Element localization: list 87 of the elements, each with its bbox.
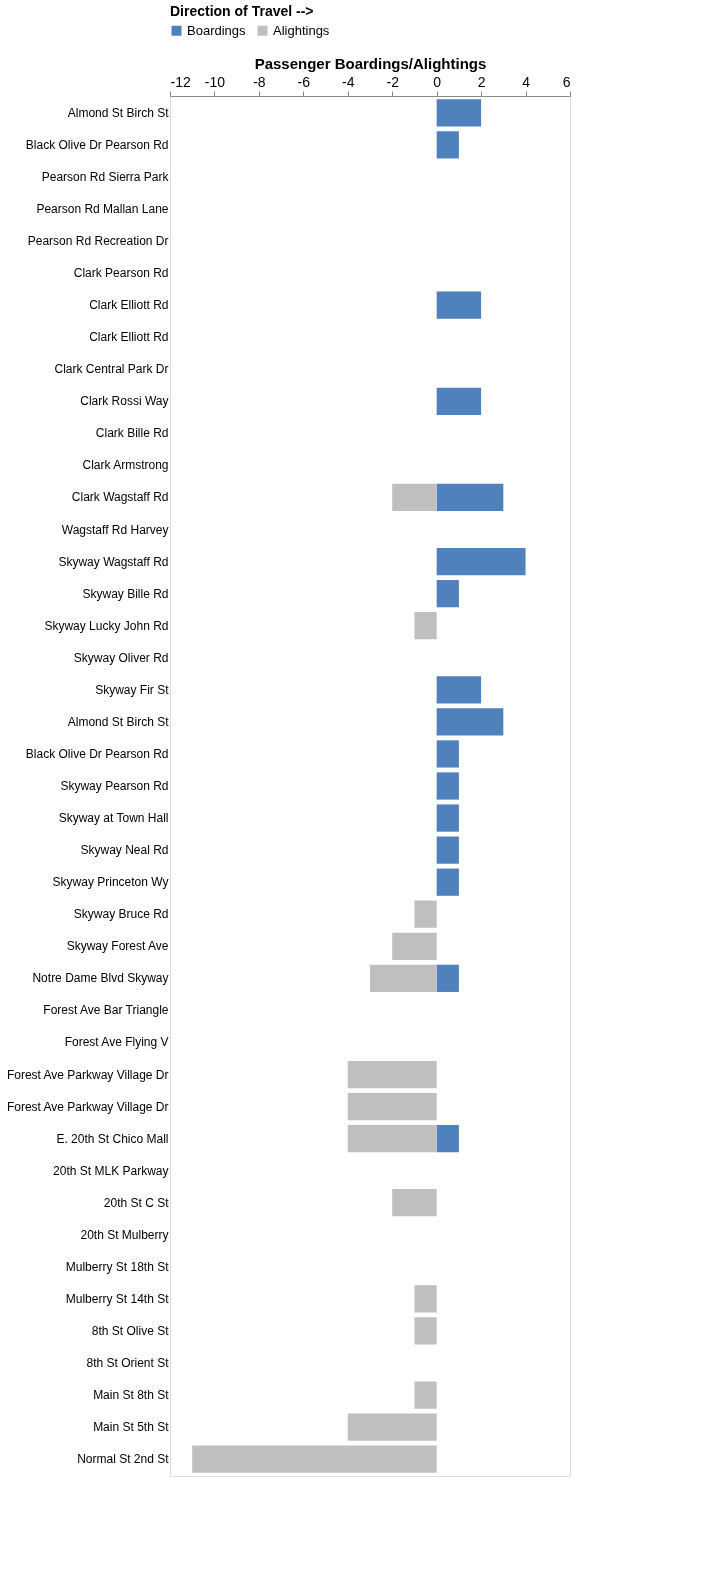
y-tick-label: Forest Ave Parkway Village Dr bbox=[6, 1067, 169, 1082]
y-tick-label: Mulberry St 14th St bbox=[65, 1291, 170, 1306]
legend-label: Boardings bbox=[187, 22, 247, 38]
y-tick-label: Clark Central Park Dr bbox=[54, 362, 169, 377]
bar bbox=[436, 964, 459, 992]
y-tick-label: Skyway Lucky John Rd bbox=[44, 618, 169, 633]
bar bbox=[436, 836, 459, 864]
bar bbox=[436, 740, 459, 768]
bar bbox=[436, 387, 482, 415]
x-tick-label: 2 bbox=[477, 73, 486, 90]
bar bbox=[414, 1381, 437, 1409]
bar bbox=[436, 804, 459, 832]
y-tick-label: Main St 5th St bbox=[93, 1420, 170, 1435]
y-tick-label: 8th St Orient St bbox=[86, 1356, 170, 1370]
y-tick-label: Pearson Rd Recreation Dr bbox=[27, 234, 169, 249]
y-tick-label: 20th St C St bbox=[103, 1195, 170, 1210]
y-tick-label: E. 20th St Chico Mall bbox=[56, 1131, 169, 1146]
bar bbox=[414, 900, 437, 928]
y-tick-label: Skyway Oliver Rd bbox=[73, 650, 169, 665]
bar bbox=[392, 1189, 437, 1217]
y-tick-label: Normal St 2nd St bbox=[77, 1452, 170, 1467]
legend-label: Alightings bbox=[273, 22, 330, 38]
bar bbox=[436, 772, 459, 800]
y-tick-label: Skyway Fir St bbox=[95, 682, 170, 697]
y-tick-label: Forest Ave Parkway Village Dr bbox=[6, 1099, 169, 1114]
y-tick-label: Black Olive Dr Pearson Rd bbox=[25, 137, 169, 152]
x-tick-label: -12 bbox=[170, 73, 191, 90]
y-tick-label: Almond St Birch St bbox=[67, 105, 170, 120]
y-tick-label: Skyway at Town Hall bbox=[58, 811, 169, 826]
x-tick-label: 4 bbox=[522, 73, 531, 90]
bar bbox=[370, 964, 437, 992]
bar bbox=[414, 1285, 437, 1313]
y-tick-label: 8th St Olive St bbox=[91, 1323, 170, 1338]
bar bbox=[392, 483, 437, 512]
y-tick-label: Skyway Wagstaff Rd bbox=[58, 554, 169, 569]
y-tick-label: Mulberry St 18th St bbox=[65, 1259, 170, 1274]
y-tick-label: Clark Rossi Way bbox=[80, 394, 169, 409]
y-tick-label: Skyway Neal Rd bbox=[80, 843, 169, 858]
y-tick-label: Clark Elliott Rd bbox=[89, 298, 169, 313]
y-tick-label: Pearson Rd Mallan Lane bbox=[36, 202, 169, 216]
x-tick-label: -8 bbox=[253, 73, 266, 90]
y-tick-label: Almond St Birch St bbox=[67, 714, 170, 729]
y-tick-label: Pearson Rd Sierra Park bbox=[41, 169, 170, 184]
y-tick-label: Notre Dame Blvd Skyway bbox=[32, 971, 169, 986]
bar bbox=[436, 131, 459, 159]
bar bbox=[347, 1124, 437, 1153]
y-tick-label: Skyway Pearson Rd bbox=[60, 779, 169, 793]
y-tick-label: Forest Ave Flying V bbox=[64, 1035, 169, 1050]
x-tick-label: 6 bbox=[562, 73, 571, 90]
x-tick-label: -6 bbox=[297, 73, 311, 90]
x-tick-label: -2 bbox=[386, 73, 400, 90]
y-tick-label: Skyway Bille Rd bbox=[82, 586, 169, 601]
bar bbox=[414, 612, 437, 640]
bar bbox=[436, 580, 459, 608]
bar bbox=[436, 547, 526, 576]
bar bbox=[192, 1445, 437, 1473]
bar bbox=[436, 291, 482, 319]
y-tick-label: Clark Bille Rd bbox=[95, 426, 169, 441]
bar bbox=[436, 868, 459, 896]
y-tick-label: Main St 8th St bbox=[93, 1388, 170, 1403]
y-tick-label: Clark Elliott Rd bbox=[89, 330, 169, 345]
bar bbox=[436, 676, 482, 704]
bar bbox=[392, 932, 437, 960]
bar bbox=[347, 1092, 437, 1121]
y-tick-label: 20th St Mulberry bbox=[80, 1227, 169, 1242]
bar bbox=[436, 1124, 459, 1153]
bar bbox=[347, 1413, 437, 1441]
y-tick-label: Skyway Forest Ave bbox=[66, 939, 169, 954]
y-tick-label: Skyway Bruce Rd bbox=[73, 907, 169, 922]
bar bbox=[436, 99, 482, 127]
y-tick-label: Black Olive Dr Pearson Rd bbox=[25, 746, 169, 761]
x-tick-label: -10 bbox=[204, 73, 226, 90]
y-tick-label: 20th St MLK Parkway bbox=[53, 1163, 169, 1178]
y-tick-label: Clark Armstrong bbox=[82, 458, 169, 473]
y-tick-label: Clark Wagstaff Rd bbox=[71, 490, 169, 505]
x-tick-label: 0 bbox=[433, 73, 442, 90]
bar bbox=[414, 1317, 437, 1345]
x-axis-title: Passenger Boardings/Alightings bbox=[254, 54, 487, 72]
y-tick-label: Skyway Princeton Wy bbox=[52, 875, 169, 890]
bar bbox=[436, 708, 504, 736]
x-tick-label: -4 bbox=[342, 73, 355, 90]
y-tick-label: Wagstaff Rd Harvey bbox=[61, 522, 169, 537]
legend-title: Direction of Travel --> bbox=[170, 3, 314, 19]
y-tick-label: Clark Pearson Rd bbox=[73, 266, 169, 281]
bar bbox=[347, 1060, 437, 1089]
bar bbox=[436, 483, 504, 512]
y-tick-label: Forest Ave Bar Triangle bbox=[43, 1003, 169, 1018]
